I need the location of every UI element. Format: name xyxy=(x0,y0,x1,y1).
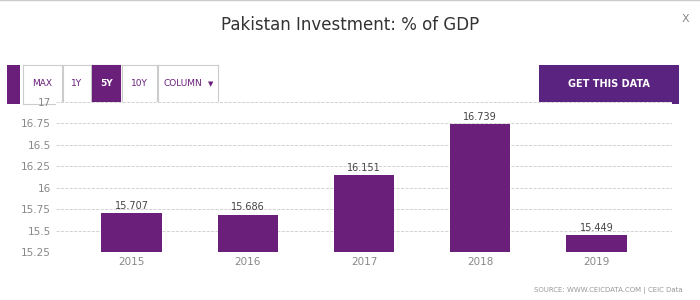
Bar xyxy=(450,124,510,300)
Text: 1Y: 1Y xyxy=(71,80,83,88)
Text: 5Y: 5Y xyxy=(100,80,113,88)
Text: X: X xyxy=(682,14,690,23)
Text: MAX: MAX xyxy=(32,80,52,88)
Bar xyxy=(334,175,394,300)
Text: 15.449: 15.449 xyxy=(580,223,613,233)
Bar xyxy=(102,213,162,300)
Text: COLUMN: COLUMN xyxy=(164,80,202,88)
Text: 16.151: 16.151 xyxy=(347,163,381,172)
Text: Pakistan Investment: % of GDP: Pakistan Investment: % of GDP xyxy=(221,16,479,34)
Text: SOURCE: WWW.CEICDATA.COM | CEIC Data: SOURCE: WWW.CEICDATA.COM | CEIC Data xyxy=(534,287,682,294)
Text: ▼: ▼ xyxy=(208,81,213,87)
Text: 15.686: 15.686 xyxy=(231,202,265,212)
Bar xyxy=(566,235,626,300)
Text: 15.707: 15.707 xyxy=(115,201,148,211)
Text: 10Y: 10Y xyxy=(131,80,148,88)
Text: GET THIS DATA: GET THIS DATA xyxy=(568,79,650,89)
Bar xyxy=(218,214,278,300)
Text: 16.739: 16.739 xyxy=(463,112,497,122)
